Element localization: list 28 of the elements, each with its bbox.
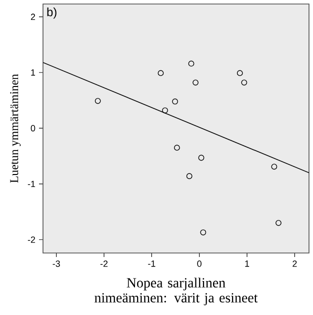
point [192,80,198,86]
x-tick-label: 2 [292,260,297,267]
x-tick-label: 0 [197,260,202,267]
y-tick-label: -1 [28,180,36,188]
x-axis-title: Nopea sarjallinen nimeäminen: värit ja esineet [94,278,258,306]
x-tick-label: 1 [245,260,250,267]
x-tick-label: -3 [52,260,60,267]
y-axis-title: Luetun ymmärtäminen [10,74,21,183]
point [188,60,194,67]
point [241,80,248,86]
y-tick-label: 0 [30,125,36,132]
point [198,154,204,161]
x-tick-label: -1 [148,260,156,267]
point [158,70,164,76]
point [200,229,206,236]
annotation: b) [47,8,56,19]
point [271,164,278,170]
point [236,70,243,76]
point [276,220,282,226]
y-tick-label: 2 [30,14,36,20]
y-tick-label: -2 [28,236,36,243]
x-tick-label: -2 [100,260,108,267]
point [172,98,178,104]
point [162,107,168,114]
point [186,173,192,180]
point [174,144,180,151]
y-tick-label: 1 [31,69,36,76]
point [94,98,101,104]
